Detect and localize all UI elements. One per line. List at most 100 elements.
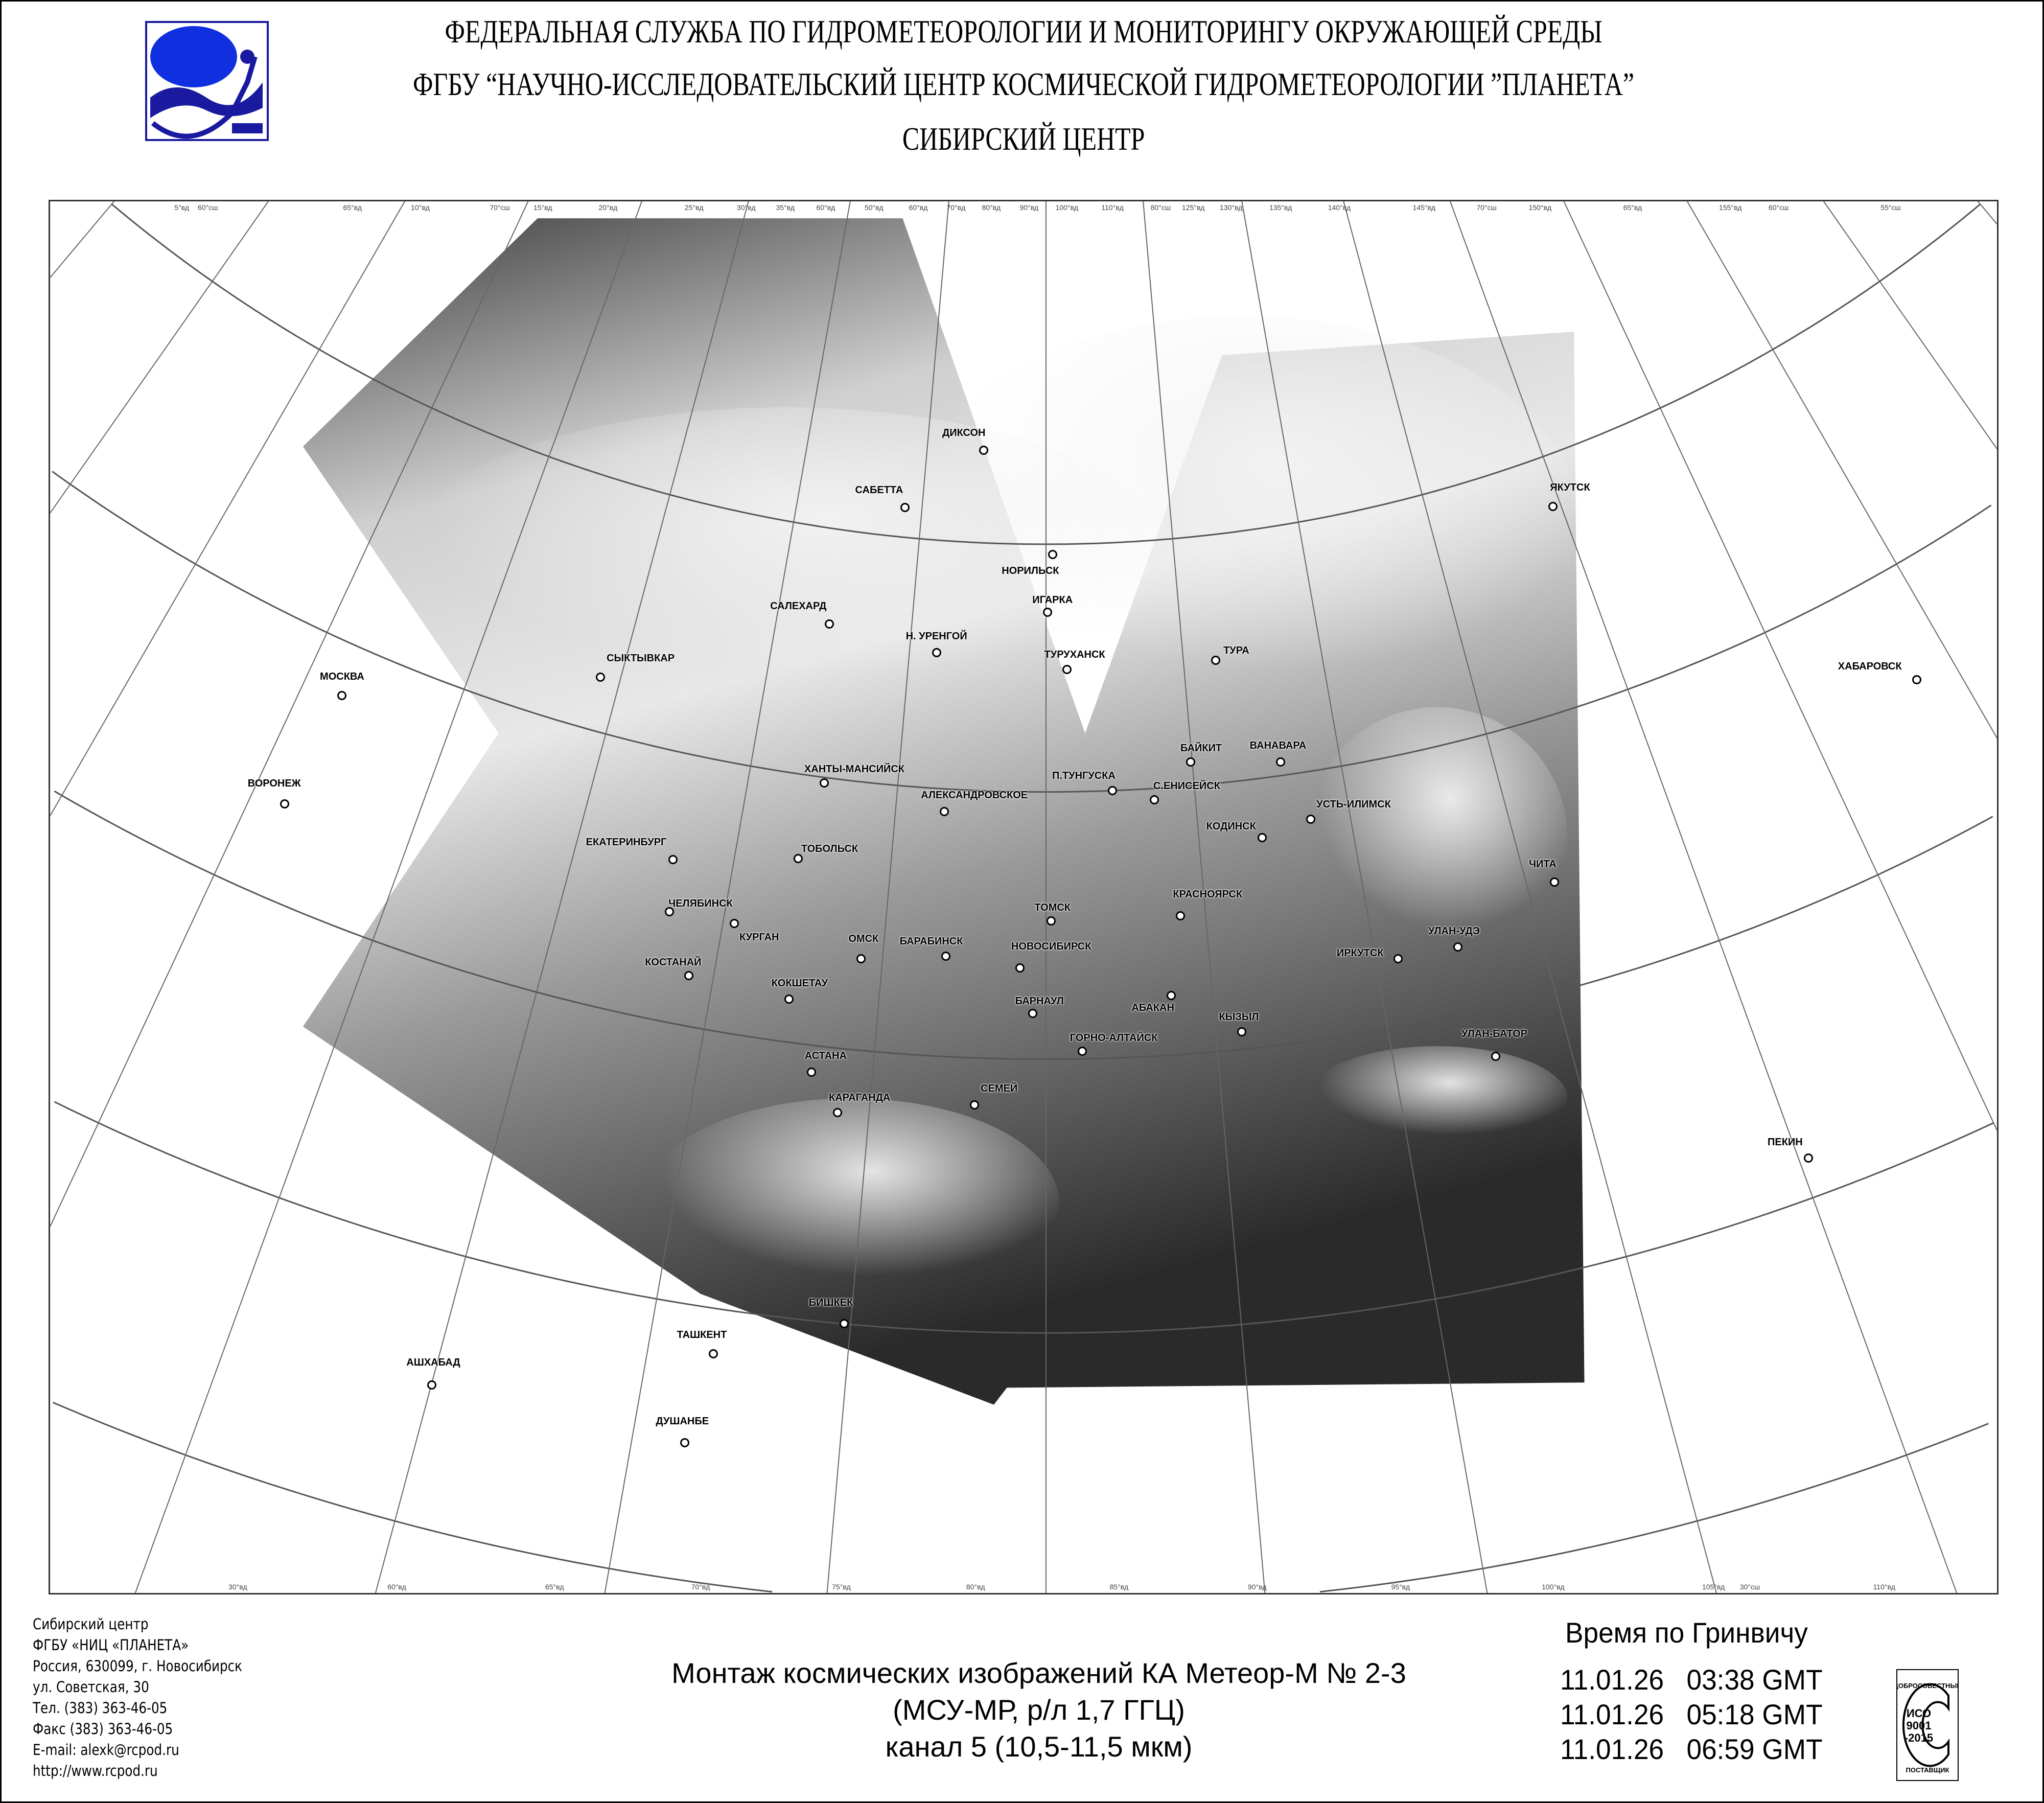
- satellite-map: 5°вд 60°сш 65°вд 10°вд 70°сш 15°вд 20°вд 25°вд 3…: [49, 200, 1999, 1594]
- city-label: САБЕТТА: [855, 484, 903, 496]
- header-line-2: ФГБУ “НАУЧНО-ИССЛЕДОВАТЕЛЬСКИЙ ЦЕНТР КОС…: [413, 66, 1634, 102]
- meridian-line: [134, 201, 642, 1593]
- longitude-tick-label: 20°вд: [598, 203, 618, 212]
- city-marker-icon: [337, 690, 347, 700]
- map-graphics: [50, 201, 1997, 1593]
- city-label: КУРГАН: [739, 932, 779, 943]
- city-label: НОРИЛЬСК: [1002, 565, 1059, 577]
- city-label: ИРКУТСК: [1336, 947, 1384, 959]
- city-marker-icon: [427, 1380, 437, 1390]
- meridian-line: [50, 201, 269, 514]
- city-label: УЛАН-БАТОР: [1461, 1028, 1527, 1040]
- meridian-line: [1241, 201, 1488, 1593]
- city-label: АШХАБАД: [406, 1356, 460, 1368]
- iso-top-text: ДОБРОСОВЕСТНЫЙ: [1896, 1682, 1959, 1690]
- longitude-tick-label: 10°вд: [411, 203, 430, 212]
- city-marker-icon: [839, 1319, 849, 1329]
- longitude-tick-label: 95°вд: [1391, 1583, 1410, 1591]
- longitude-tick-label: 30°вд: [736, 203, 756, 212]
- meridian-line: [1450, 201, 1958, 1593]
- caption-line-1: Монтаж космических изображений КА Метеор…: [671, 1657, 1406, 1689]
- contact-line: Россия, 630099, г. Новосибирск: [33, 1657, 243, 1675]
- time-entry: 11.01.26 03:38 GMT: [1560, 1663, 1823, 1696]
- city-marker-icon: [1149, 795, 1159, 804]
- longitude-tick-label: 60°сш: [1768, 203, 1789, 212]
- svg-text:ИСО: ИСО: [1907, 1707, 1931, 1720]
- longitude-tick-label: 80°вд: [966, 1583, 985, 1591]
- meridian-line: [1143, 201, 1266, 1593]
- city-label: АЛЕКСАНДРОВСКОЕ: [921, 790, 1028, 801]
- city-label: СЕМЕЙ: [981, 1083, 1018, 1095]
- svg-text:ПОСТАВЩИК: ПОСТАВЩИК: [1906, 1766, 1949, 1774]
- city-marker-icon: [1028, 1009, 1038, 1019]
- city-label: КАРАГАНДА: [828, 1092, 891, 1104]
- longitude-tick-label: 60°вд: [909, 203, 928, 212]
- longitude-tick-label: 60°вд: [387, 1583, 406, 1591]
- contact-line: Факс (383) 363-46-05: [33, 1720, 173, 1738]
- longitude-tick-label: 70°сш: [490, 203, 510, 212]
- city-marker-icon: [784, 995, 794, 1004]
- longitude-tick-label: 75°вд: [832, 1583, 851, 1591]
- city-marker-icon: [941, 952, 950, 961]
- contact-line: ул. Советская, 30: [33, 1678, 149, 1696]
- contact-line: ФГБУ «НИЦ «ПЛАНЕТА»: [33, 1636, 189, 1654]
- longitude-tick-label: 100°вд: [1542, 1583, 1565, 1591]
- longitude-tick-label: 65°вд: [1623, 203, 1642, 212]
- meridian-line: [1686, 201, 1997, 738]
- meridian-line: [50, 201, 114, 278]
- city-marker-icon: [1258, 833, 1267, 842]
- meridian-line: [1343, 201, 1717, 1593]
- city-marker-icon: [969, 1100, 979, 1109]
- city-marker-icon: [280, 799, 290, 808]
- longitude-tick-label: 60°вд: [816, 203, 835, 212]
- longitude-tick-label: 90°вд: [1019, 203, 1039, 212]
- contact-line: http://www.rcpod.ru: [33, 1762, 158, 1779]
- city-label: ТАШКЕНТ: [677, 1329, 727, 1341]
- city-marker-icon: [1306, 815, 1315, 824]
- meridian-line: [50, 201, 529, 1227]
- longitude-tick-label: 65°вд: [343, 203, 362, 212]
- city-label: ЯКУТСК: [1550, 482, 1590, 494]
- longitude-tick-label: 5°вд: [174, 203, 190, 212]
- longitude-tick-label: 140°вд: [1328, 203, 1351, 212]
- longitude-tick-label: 110°вд: [1101, 203, 1124, 212]
- city-marker-icon: [979, 446, 988, 455]
- longitude-tick-label: 25°вд: [684, 203, 704, 212]
- time-entry: 11.01.26 05:18 GMT: [1560, 1698, 1823, 1730]
- city-marker-icon: [1491, 1052, 1501, 1061]
- longitude-tick-label: 135°вд: [1269, 203, 1292, 212]
- meridian-line: [1563, 201, 1997, 1130]
- city-label: ВОРОНЕЖ: [247, 778, 301, 790]
- city-label: БАРАБИНСК: [899, 935, 963, 947]
- contact-line: Сибирский центр: [33, 1615, 149, 1633]
- city-label: ДИКСОН: [942, 427, 986, 439]
- city-marker-icon: [1453, 942, 1463, 952]
- contact-info: Сибирский центр ФГБУ «НИЦ «ПЛАНЕТА» Россия…: [33, 1614, 242, 1782]
- city-label: ЕКАТЕРИНБУРГ: [586, 837, 667, 848]
- city-marker-icon: [1166, 990, 1176, 1000]
- parallel-line: [52, 1401, 773, 1593]
- city-label: КЫЗЫЛ: [1219, 1011, 1259, 1023]
- city-label: ГОРНО-АЛТАЙСК: [1070, 1032, 1158, 1044]
- meridian-line: [375, 201, 749, 1593]
- city-label: КРАСНОЯРСК: [1173, 889, 1243, 900]
- city-marker-icon: [1108, 786, 1118, 796]
- longitude-tick-label: 155°вд: [1719, 203, 1742, 212]
- city-marker-icon: [1393, 954, 1403, 964]
- parallel-line: [54, 1101, 1994, 1334]
- city-marker-icon: [932, 648, 941, 657]
- city-label: ЧЕЛЯБИНСК: [668, 897, 733, 909]
- longitude-tick-label: 70°вд: [691, 1583, 710, 1591]
- city-label: ТУРА: [1223, 645, 1249, 657]
- city-label: СЫКТЫВКАР: [607, 653, 675, 664]
- city-marker-icon: [1042, 607, 1052, 617]
- city-label: КОКШЕТАУ: [771, 977, 828, 989]
- city-label: НОВОСИБИРСК: [1011, 941, 1091, 953]
- longitude-tick-label: 80°вд: [982, 203, 1001, 212]
- city-label: ТУРУХАНСК: [1044, 649, 1105, 660]
- city-marker-icon: [680, 1438, 690, 1447]
- longitude-tick-label: 30°вд: [228, 1583, 247, 1591]
- svg-text:-2015: -2015: [1904, 1731, 1933, 1744]
- city-marker-icon: [730, 919, 739, 929]
- longitude-tick-label: 125°вд: [1182, 203, 1205, 212]
